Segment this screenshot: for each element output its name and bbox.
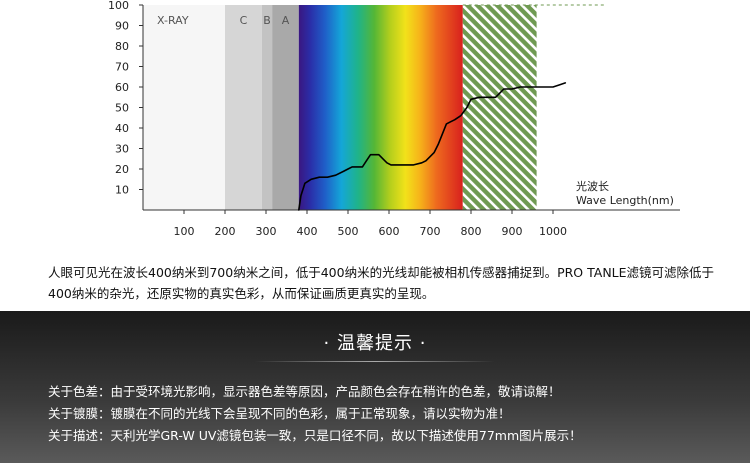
band-x-ray bbox=[143, 5, 225, 210]
tips-list: 关于色差：由于受环境光影响，显示器色差等原因，产品颜色会存在稍许的色差，敬请谅解… bbox=[48, 381, 582, 447]
series-line-0 bbox=[297, 82, 567, 211]
description-text: 人眼可见光在波长400纳米到700纳米之间，低于400纳米的光线却能被相机传感器… bbox=[48, 265, 715, 301]
band-label-c: C bbox=[240, 14, 248, 27]
band-label-b: B bbox=[263, 14, 271, 27]
y-tick-label-70: 70 bbox=[115, 61, 129, 74]
y-tick-label-60: 60 bbox=[115, 81, 129, 94]
x-tick-label-300: 300 bbox=[256, 225, 277, 238]
visible-spectrum-band bbox=[298, 5, 463, 210]
tips-title: · 温馨提示 · bbox=[323, 333, 427, 354]
tips-panel: · 温馨提示 · 关于色差：由于受环境光影响，显示器色差等原因，产品颜色会存在稍… bbox=[0, 311, 750, 463]
x-tick-label-600: 600 bbox=[379, 225, 400, 238]
tip-description: 关于描述：天利光学GR-W UV滤镜包装一致，只是口径不同，故以下描述使用77m… bbox=[48, 428, 582, 443]
band-label-a: A bbox=[282, 14, 290, 27]
x-tick-label-100: 100 bbox=[174, 225, 195, 238]
band-c bbox=[225, 5, 262, 210]
band-a bbox=[272, 5, 299, 210]
y-tick-label-100: 100 bbox=[108, 0, 129, 12]
y-tick-label-40: 40 bbox=[115, 122, 129, 135]
xlabel-cn: 光波长 bbox=[576, 179, 609, 193]
x-tick-label-900: 900 bbox=[502, 225, 523, 238]
xlabel-en: Wave Length(nm) bbox=[576, 194, 674, 207]
x-tick-label-500: 500 bbox=[338, 225, 359, 238]
x-tick-label-800: 800 bbox=[461, 225, 482, 238]
y-tick-label-10: 10 bbox=[115, 184, 129, 197]
y-tick-label-90: 90 bbox=[115, 20, 129, 33]
x-tick-label-1000: 1000 bbox=[539, 225, 567, 238]
band-label-x-ray: X-RAY bbox=[157, 14, 189, 27]
x-tick-label-400: 400 bbox=[297, 225, 318, 238]
x-tick-label-700: 700 bbox=[420, 225, 441, 238]
tip-color-difference: 关于色差：由于受环境光影响，显示器色差等原因，产品颜色会存在稍许的色差，敬请谅解… bbox=[48, 384, 561, 399]
y-tick-label-80: 80 bbox=[115, 40, 129, 53]
y-tick-label-50: 50 bbox=[115, 102, 129, 115]
x-tick-label-200: 200 bbox=[215, 225, 236, 238]
y-tick-label-30: 30 bbox=[115, 143, 129, 156]
spectrum-chart: X-RAY C B A 10 20 30 40 50 60 70 80 90 100 100 200 300 4… bbox=[108, 0, 680, 238]
infrared-band bbox=[462, 5, 537, 210]
band-b bbox=[261, 5, 273, 210]
tip-coating: 关于镀膜：镀膜在不同的光线下会呈现不同的色彩，属于正常现象，请以实物为准！ bbox=[48, 406, 511, 421]
y-tick-label-20: 20 bbox=[115, 163, 129, 176]
tips-divider bbox=[255, 361, 495, 362]
